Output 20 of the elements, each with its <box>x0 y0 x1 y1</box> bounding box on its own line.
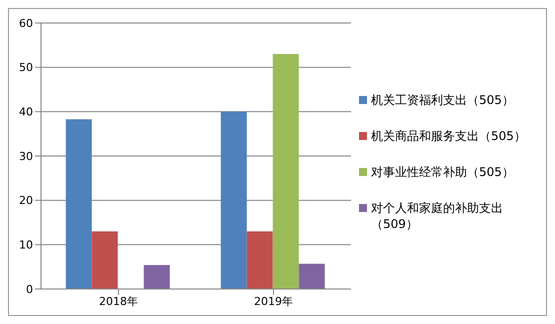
y-tick-label: 0 <box>26 282 33 296</box>
x-tick-label: 2018年 <box>99 294 138 308</box>
legend-label: 对事业性经常补助（505） <box>371 164 514 180</box>
bar <box>220 112 247 289</box>
bar <box>298 264 325 289</box>
legend-label: 对个人和家庭的补助支出（509） <box>371 200 504 232</box>
bar <box>246 231 273 289</box>
y-tick-label: 50 <box>19 61 33 74</box>
y-tick-label: 30 <box>19 150 33 163</box>
y-tick-label: 10 <box>19 238 33 252</box>
legend-label: 机关商品和服务支出（505） <box>371 128 526 144</box>
y-tick-label: 60 <box>19 16 33 30</box>
x-tick-label: 2019年 <box>254 294 293 308</box>
y-tick-label: 40 <box>19 106 33 119</box>
bar <box>66 119 92 289</box>
y-tick-label: 20 <box>19 194 33 208</box>
bar <box>144 265 170 289</box>
bar <box>92 231 118 289</box>
bar <box>272 54 299 289</box>
legend-label: 机关工资福利支出（505） <box>371 92 514 108</box>
